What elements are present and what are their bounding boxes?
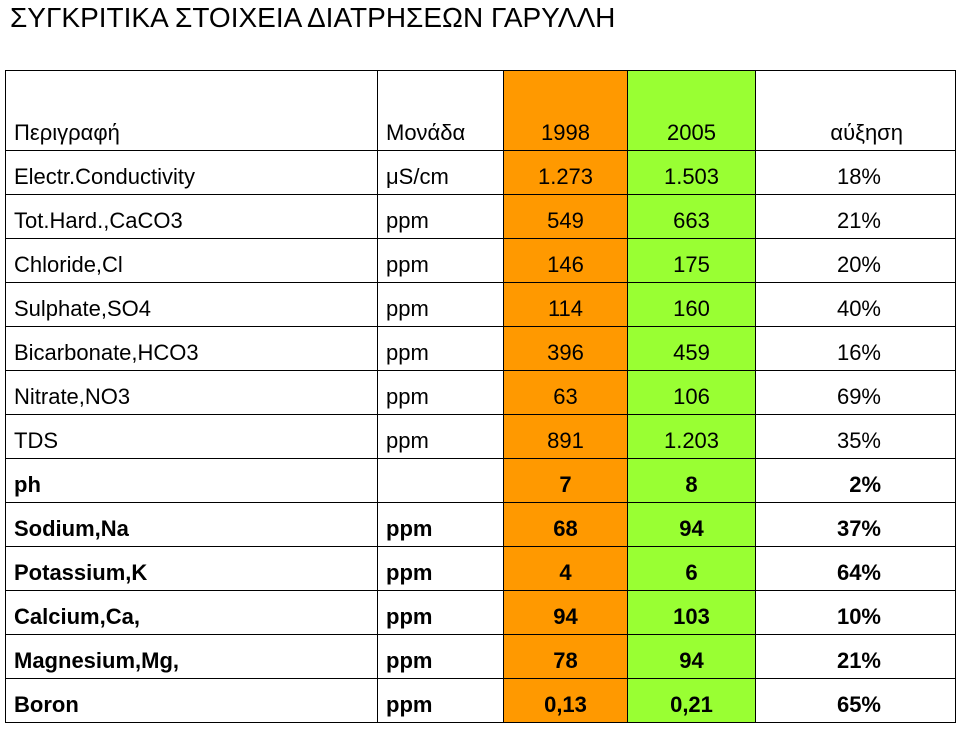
cell-value-2005: 1.203 <box>627 414 756 459</box>
cell-value-1998: 891 <box>503 414 628 459</box>
table-row: TDS ppm 891 1.203 35% <box>5 414 956 459</box>
table-row: Bicarbonate,HCO3 ppm 396 459 16% <box>5 326 956 371</box>
cell-unit: ppm <box>377 414 504 459</box>
header-unit: Μονάδα <box>377 70 504 151</box>
cell-description: Calcium,Ca, <box>5 590 378 635</box>
cell-increase: 40% <box>755 282 956 327</box>
cell-unit: ppm <box>377 678 504 723</box>
comparison-table: Περιγραφή Μονάδα 1998 2005 αύξηση Electr… <box>5 70 956 723</box>
cell-increase: 16% <box>755 326 956 371</box>
cell-description: Sulphate,SO4 <box>5 282 378 327</box>
cell-description: Bicarbonate,HCO3 <box>5 326 378 371</box>
cell-increase: 64% <box>755 546 956 591</box>
cell-description: Magnesium,Mg, <box>5 634 378 679</box>
cell-value-1998: 114 <box>503 282 628 327</box>
cell-description: Electr.Conductivity <box>5 150 378 195</box>
cell-unit: ppm <box>377 546 504 591</box>
header-description: Περιγραφή <box>5 70 378 151</box>
cell-value-2005: 94 <box>627 634 756 679</box>
comparison-table-container: Περιγραφή Μονάδα 1998 2005 αύξηση Electr… <box>5 70 956 747</box>
table-row: Potassium,K ppm 4 6 64% <box>5 546 956 591</box>
cell-unit: ppm <box>377 502 504 547</box>
cell-unit: ppm <box>377 326 504 371</box>
cell-value-2005: 1.503 <box>627 150 756 195</box>
cell-description: Boron <box>5 678 378 723</box>
table-row: Magnesium,Mg, ppm 78 94 21% <box>5 634 956 679</box>
table-row: Nitrate,NO3 ppm 63 106 69% <box>5 370 956 415</box>
cell-increase: 65% <box>755 678 956 723</box>
table-row: Electr.Conductivity μS/cm 1.273 1.503 18% <box>5 150 956 195</box>
cell-value-1998: 78 <box>503 634 628 679</box>
header-year-2005: 2005 <box>627 70 756 151</box>
cell-unit: ppm <box>377 634 504 679</box>
cell-description: Nitrate,NO3 <box>5 370 378 415</box>
page-title: ΣΥΓΚΡΙΤΙΚΑ ΣΤΟΙΧΕΙΑ ΔΙΑΤΡΗΣΕΩΝ ΓΑΡΥΛΛΗ <box>10 2 616 33</box>
cell-value-2005: 0,21 <box>627 678 756 723</box>
cell-increase: 2% <box>755 458 956 503</box>
cell-unit: ppm <box>377 590 504 635</box>
table-row: Sodium,Na ppm 68 94 37% <box>5 502 956 547</box>
cell-unit: ppm <box>377 238 504 283</box>
cell-value-2005: 663 <box>627 194 756 239</box>
table-header-row: Περιγραφή Μονάδα 1998 2005 αύξηση <box>5 70 956 151</box>
cell-value-1998: 1.273 <box>503 150 628 195</box>
cell-value-2005: 175 <box>627 238 756 283</box>
header-increase: αύξηση <box>755 70 956 151</box>
cell-increase: 20% <box>755 238 956 283</box>
cell-increase: 37% <box>755 502 956 547</box>
table-row: Boron ppm 0,13 0,21 65% <box>5 678 956 723</box>
cell-description: ph <box>5 458 378 503</box>
cell-description: Potassium,K <box>5 546 378 591</box>
table-row: Tot.Hard.,CaCO3 ppm 549 663 21% <box>5 194 956 239</box>
cell-description: Tot.Hard.,CaCO3 <box>5 194 378 239</box>
cell-unit <box>377 458 504 503</box>
cell-value-1998: 7 <box>503 458 628 503</box>
cell-value-2005: 160 <box>627 282 756 327</box>
header-year-1998: 1998 <box>503 70 628 151</box>
cell-description: Chloride,Cl <box>5 238 378 283</box>
cell-increase: 35% <box>755 414 956 459</box>
cell-value-1998: 549 <box>503 194 628 239</box>
cell-unit: μS/cm <box>377 150 504 195</box>
table-row: Sulphate,SO4 ppm 114 160 40% <box>5 282 956 327</box>
cell-description: TDS <box>5 414 378 459</box>
cell-increase: 69% <box>755 370 956 415</box>
cell-value-1998: 94 <box>503 590 628 635</box>
cell-value-2005: 103 <box>627 590 756 635</box>
cell-value-2005: 94 <box>627 502 756 547</box>
cell-increase: 10% <box>755 590 956 635</box>
cell-value-2005: 6 <box>627 546 756 591</box>
cell-unit: ppm <box>377 282 504 327</box>
cell-unit: ppm <box>377 370 504 415</box>
cell-value-2005: 106 <box>627 370 756 415</box>
cell-value-1998: 396 <box>503 326 628 371</box>
table-row: Calcium,Ca, ppm 94 103 10% <box>5 590 956 635</box>
cell-value-1998: 68 <box>503 502 628 547</box>
table-row: Chloride,Cl ppm 146 175 20% <box>5 238 956 283</box>
cell-increase: 21% <box>755 194 956 239</box>
cell-value-1998: 4 <box>503 546 628 591</box>
cell-value-2005: 8 <box>627 458 756 503</box>
table-body: Περιγραφή Μονάδα 1998 2005 αύξηση Electr… <box>5 70 956 723</box>
cell-value-1998: 146 <box>503 238 628 283</box>
cell-description: Sodium,Na <box>5 502 378 547</box>
cell-unit: ppm <box>377 194 504 239</box>
table-row: ph 7 8 2% <box>5 458 956 503</box>
cell-increase: 21% <box>755 634 956 679</box>
cell-value-1998: 0,13 <box>503 678 628 723</box>
cell-value-1998: 63 <box>503 370 628 415</box>
cell-increase: 18% <box>755 150 956 195</box>
cell-value-2005: 459 <box>627 326 756 371</box>
